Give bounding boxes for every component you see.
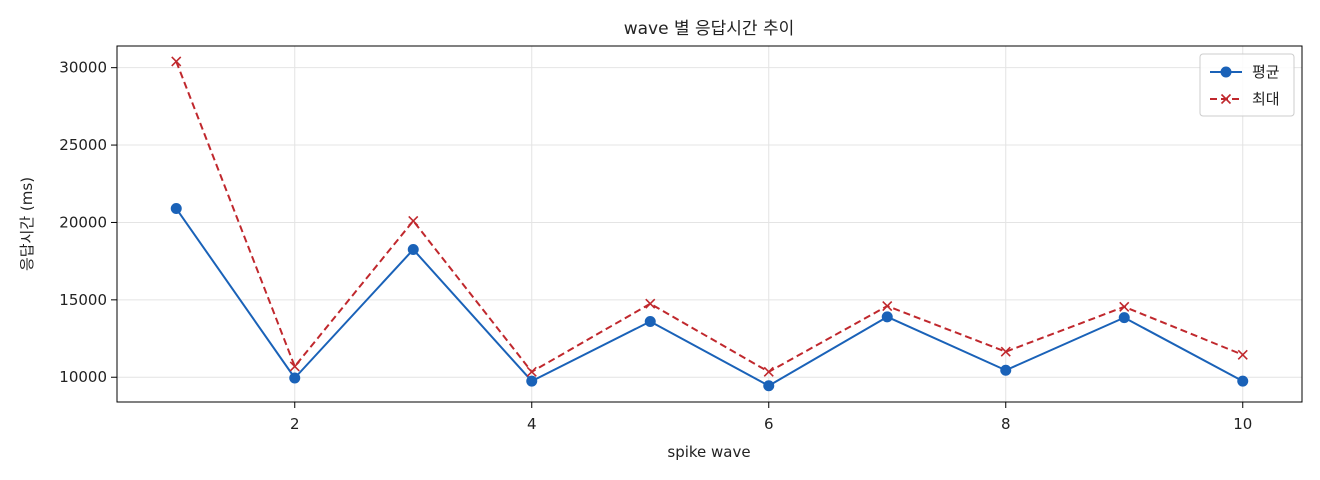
y-tick-label: 15000 bbox=[59, 291, 107, 309]
data-point bbox=[170, 203, 182, 215]
legend-marker bbox=[1220, 93, 1232, 105]
data-point bbox=[526, 375, 538, 387]
data-point bbox=[407, 244, 419, 256]
legend-item: 최대 bbox=[1210, 90, 1280, 108]
data-point bbox=[1237, 375, 1249, 387]
x-marker-stroke bbox=[1237, 349, 1248, 360]
plot-frame bbox=[116, 45, 1303, 403]
data-point bbox=[526, 366, 537, 377]
x-marker-stroke bbox=[763, 366, 774, 377]
x-marker-stroke bbox=[882, 300, 893, 312]
legend-label: 평균 bbox=[1252, 63, 1280, 81]
data-point bbox=[763, 366, 774, 377]
data-point bbox=[1000, 364, 1012, 376]
x-marker-stroke bbox=[526, 366, 537, 377]
y-axis-label: 응답시간 (ms) bbox=[18, 177, 36, 271]
data-point bbox=[171, 56, 182, 67]
data-point bbox=[1000, 346, 1011, 357]
legend-box bbox=[1199, 53, 1295, 117]
data-point bbox=[1237, 349, 1248, 360]
x-axis-label: spike wave bbox=[667, 443, 750, 461]
x-tick-label: 2 bbox=[290, 415, 300, 433]
data-point bbox=[645, 298, 656, 309]
x-marker-stroke bbox=[1220, 93, 1232, 105]
data-point bbox=[644, 316, 656, 328]
data-point bbox=[1119, 301, 1130, 312]
chart-title: wave 별 응답시간 추이 bbox=[624, 19, 795, 39]
data-point bbox=[763, 380, 775, 392]
x-tick-label: 10 bbox=[1233, 415, 1252, 433]
x-tick-label: 8 bbox=[1001, 415, 1011, 433]
grid-lines bbox=[117, 46, 1302, 402]
data-point bbox=[882, 300, 893, 312]
x-marker-stroke bbox=[408, 215, 419, 226]
series-layer bbox=[170, 56, 1249, 392]
x-marker-stroke bbox=[289, 361, 300, 372]
x-axis: 2 4 6 8 10 bbox=[290, 402, 1252, 433]
y-tick-label: 20000 bbox=[59, 213, 107, 231]
x-tick-label: 6 bbox=[764, 415, 774, 433]
data-point bbox=[1118, 312, 1130, 324]
series-1 bbox=[170, 203, 1249, 392]
data-point bbox=[289, 361, 300, 372]
series-line bbox=[175, 61, 1244, 373]
y-tick-label: 30000 bbox=[59, 59, 107, 77]
x-marker-stroke bbox=[1000, 346, 1011, 357]
series-2 bbox=[171, 56, 1248, 377]
y-axis: 10000 15000 20000 25000 30000 bbox=[59, 59, 117, 386]
y-tick-label: 25000 bbox=[59, 136, 107, 154]
data-point bbox=[289, 372, 301, 384]
data-point bbox=[408, 215, 419, 226]
x-marker-stroke bbox=[645, 298, 656, 309]
series-line bbox=[175, 207, 1244, 387]
legend-marker bbox=[1220, 66, 1232, 78]
legend-item: 평균 bbox=[1210, 63, 1280, 81]
x-marker-stroke bbox=[171, 56, 182, 67]
y-tick-label: 10000 bbox=[59, 368, 107, 386]
x-marker-stroke bbox=[1119, 301, 1130, 312]
data-point bbox=[881, 311, 893, 323]
legend-label: 최대 bbox=[1252, 90, 1280, 108]
x-tick-label: 4 bbox=[527, 415, 537, 433]
